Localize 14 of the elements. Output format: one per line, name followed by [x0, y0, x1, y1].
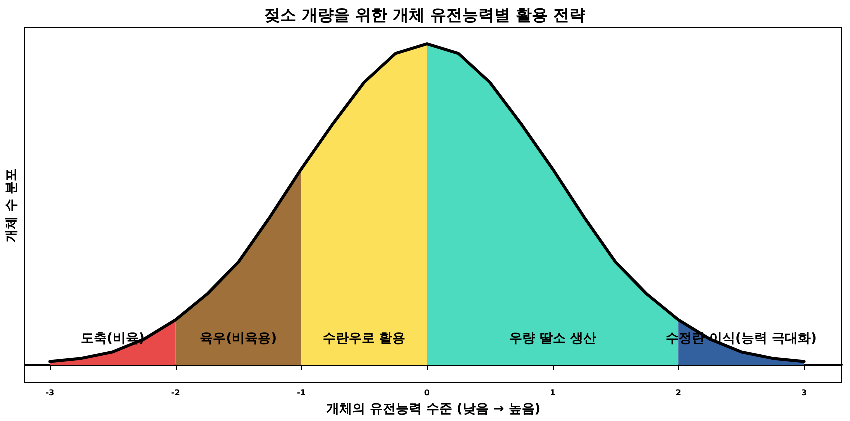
chart-title: 젖소 개량을 위한 개체 유전능력별 활용 전략 [264, 6, 586, 24]
x-tick-label: 3 [802, 388, 808, 398]
annotation: 우량 딸소 생산 [509, 332, 596, 346]
annotation: 도축(비육) [81, 332, 145, 346]
x-tick-label: -1 [297, 388, 306, 398]
x-axis-title: 개체의 유전능력 수준 (낮음 → 높음) [326, 402, 541, 417]
x-tick-label: 1 [550, 388, 556, 398]
annotation: 육우(비육용) [200, 332, 278, 346]
x-tick-label: 2 [676, 388, 682, 398]
x-tick-label: -3 [46, 388, 55, 398]
x-tick-label: -2 [171, 388, 180, 398]
y-axis-title: 개체 수 분포 [4, 168, 20, 243]
x-tick-label: 0 [424, 388, 430, 398]
annotation: 수란우로 활용 [323, 332, 406, 346]
